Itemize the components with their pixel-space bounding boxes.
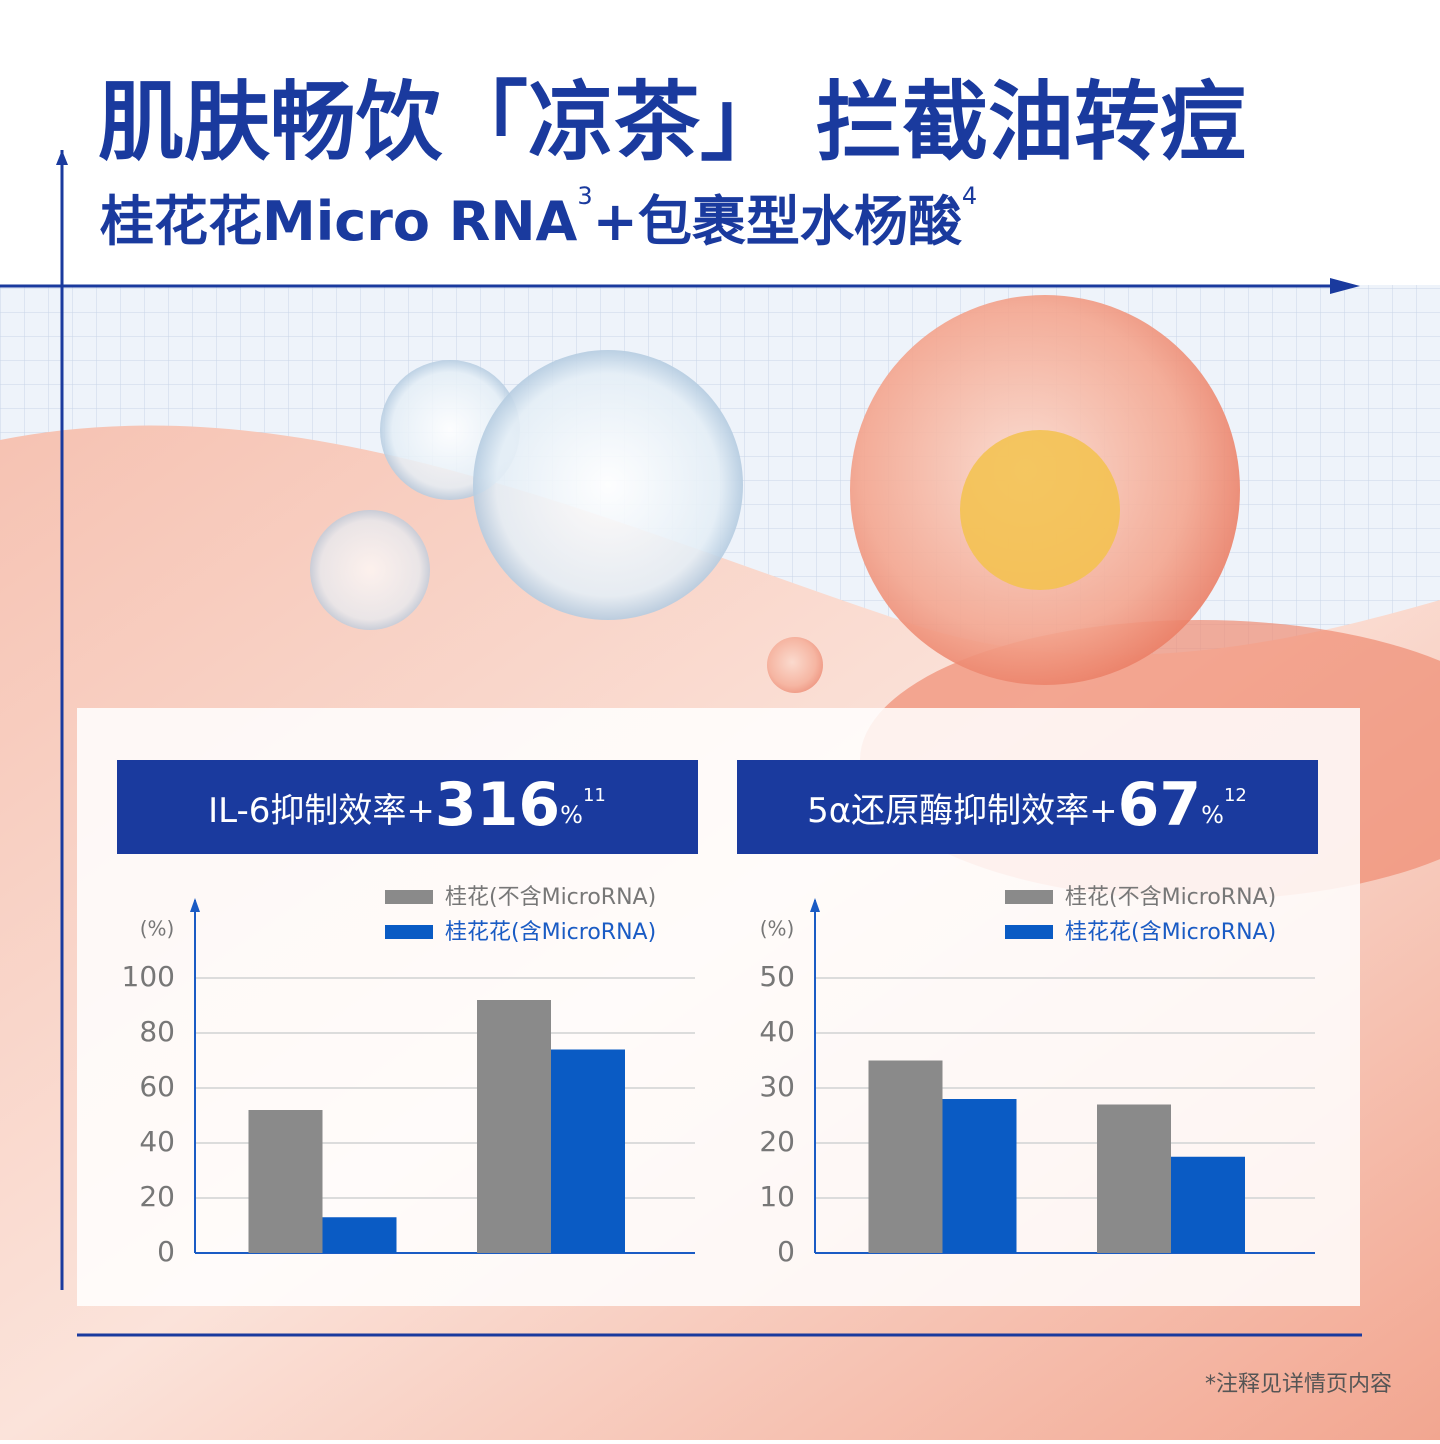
bubble xyxy=(767,637,823,693)
bar xyxy=(248,1110,323,1253)
legend-label: 桂花花(含MicroRNA) xyxy=(1065,920,1276,945)
bar xyxy=(322,1217,397,1253)
chart-highlight: 67 xyxy=(1118,770,1202,840)
bar xyxy=(477,1000,551,1253)
chart-highlight: 316 xyxy=(435,770,560,840)
note-ref: 12 xyxy=(1224,785,1247,806)
legend-label: 桂花(不含MicroRNA) xyxy=(1065,885,1276,910)
osmanthus-flowers xyxy=(960,430,1120,590)
y-tick-label: 0 xyxy=(777,1235,795,1268)
y-axis-arrow xyxy=(810,898,820,912)
legend-swatch xyxy=(1005,890,1053,904)
bubble xyxy=(310,510,430,630)
bar xyxy=(551,1049,625,1253)
chart-highlight-unit: % xyxy=(1201,801,1224,829)
legend-swatch xyxy=(1005,925,1053,939)
legend-swatch xyxy=(385,890,433,904)
arrow xyxy=(1330,278,1360,294)
bubble xyxy=(473,350,743,620)
legend-swatch xyxy=(385,925,433,939)
note-ref: 11 xyxy=(583,785,606,806)
subtitle: 桂花花Micro RNA3+包裹型水杨酸4 xyxy=(100,182,977,253)
note-ref: 3 xyxy=(577,182,592,210)
legend-label: 桂花(不含MicroRNA) xyxy=(445,885,656,910)
y-axis-label: (%) xyxy=(140,917,175,941)
y-tick-label: 30 xyxy=(759,1070,795,1103)
chart-title-text: 5α还原酶抑制效率+ xyxy=(807,791,1118,831)
bar xyxy=(1097,1104,1171,1253)
y-tick-label: 20 xyxy=(139,1180,175,1213)
subtitle-text: 桂花花Micro RNA xyxy=(100,190,578,253)
y-axis-label: (%) xyxy=(760,917,795,941)
y-axis-arrow xyxy=(190,898,200,912)
chart-highlight-unit: % xyxy=(560,801,583,829)
y-tick-label: 50 xyxy=(759,960,795,993)
y-tick-label: 0 xyxy=(157,1235,175,1268)
y-tick-label: 20 xyxy=(759,1125,795,1158)
subtitle-text: +包裹型水杨酸 xyxy=(593,190,963,253)
chart-title-text: IL-6抑制效率+ xyxy=(208,791,435,831)
chart-title: 5α还原酶抑制效率+67%12 xyxy=(807,770,1247,840)
y-tick-label: 10 xyxy=(759,1180,795,1213)
y-tick-label: 40 xyxy=(139,1125,175,1158)
legend-label: 桂花花(含MicroRNA) xyxy=(445,920,656,945)
chart-title: IL-6抑制效率+316%11 xyxy=(208,770,606,840)
bar xyxy=(868,1060,943,1253)
title: 肌肤畅饮「凉茶」 拦截油转痘 xyxy=(98,72,1246,172)
y-tick-label: 100 xyxy=(122,960,175,993)
y-tick-label: 40 xyxy=(759,1015,795,1048)
chart-header xyxy=(737,760,1318,854)
y-tick-label: 60 xyxy=(139,1070,175,1103)
arrow xyxy=(56,150,68,165)
note-ref: 4 xyxy=(962,182,977,210)
footnote: *注释见详情页内容 xyxy=(1205,1372,1392,1397)
y-tick-label: 80 xyxy=(139,1015,175,1048)
bar xyxy=(942,1099,1017,1253)
bar xyxy=(1171,1156,1245,1253)
chart-header xyxy=(117,760,698,854)
